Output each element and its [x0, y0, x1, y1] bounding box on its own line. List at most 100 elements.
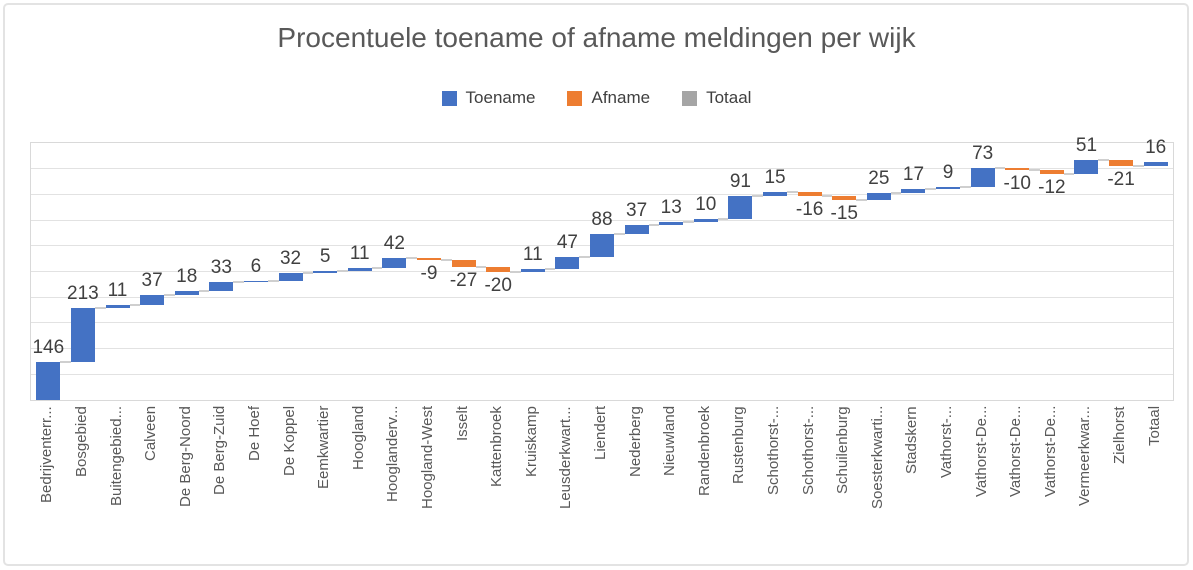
gridline [31, 322, 1173, 324]
connector-line [856, 198, 867, 201]
value-label: -12 [1038, 176, 1066, 198]
x-axis-label: Totaal [1145, 406, 1163, 447]
connector-line [475, 265, 487, 268]
x-axis-label: Schuilenburg [834, 406, 852, 494]
gridline [31, 219, 1173, 221]
connector-line [94, 306, 106, 309]
gridline [31, 348, 1173, 350]
gridline [31, 168, 1173, 170]
value-label: 18 [176, 265, 198, 287]
connector-line [960, 185, 971, 188]
connector-line [164, 294, 175, 297]
x-axis-label: Kattenbroek [488, 406, 506, 487]
bar-Hooglanderv... [382, 257, 407, 269]
value-label: 33 [210, 257, 232, 279]
value-label: 91 [729, 170, 751, 192]
bar-Bosgebied [70, 307, 95, 363]
gridline [31, 193, 1173, 195]
x-axis-label: De Berg-Zuid [211, 406, 229, 496]
value-label: 37 [141, 270, 163, 292]
connector-line [994, 166, 1006, 169]
x-axis-label: Calveen [142, 406, 160, 462]
connector-line [544, 268, 556, 271]
value-label: 11 [349, 243, 370, 265]
connector-line [510, 271, 521, 273]
connector-line [60, 361, 71, 364]
bar-Isselt [451, 259, 476, 267]
value-label: 11 [522, 244, 543, 266]
value-label: 9 [942, 161, 954, 183]
bar-De Berg-Noord [174, 290, 199, 296]
x-axis-label: Hoogland [349, 406, 367, 471]
bar-Stadskern [901, 189, 926, 194]
legend-swatch-icon [567, 90, 583, 106]
value-label: 146 [32, 337, 65, 359]
value-label: 37 [626, 199, 648, 221]
legend-label: Totaal [706, 88, 752, 107]
bar-Liendert [590, 234, 614, 258]
bar-Nieuwland [659, 221, 684, 225]
x-axis-label: Nieuwland [661, 406, 679, 477]
bar-Hoogland-West [416, 257, 441, 260]
x-axis-label: Hoogland-West [418, 406, 436, 510]
x-axis-label: Rustenburg [730, 406, 748, 484]
value-label: -27 [449, 269, 478, 291]
x-axis-label: Leusderkwart... [557, 406, 575, 509]
connector-line [648, 223, 660, 226]
x-axis-label: Eemkwartier [315, 406, 333, 490]
bar-Buitengebied... [105, 304, 130, 308]
x-axis-label: Vathorst-De... [1007, 406, 1025, 498]
value-label: -15 [830, 202, 858, 224]
x-axis-label: De Koppel [280, 406, 298, 477]
connector-line [1029, 169, 1040, 172]
connector-line [614, 233, 625, 236]
connector-line [925, 188, 937, 190]
gridline [31, 296, 1173, 298]
bar-Totaal [1143, 161, 1168, 166]
value-label: 51 [1075, 135, 1098, 157]
x-axis-label: Zielhorst [1111, 406, 1129, 464]
gridline [31, 271, 1173, 272]
bar-Zielhorst [1109, 160, 1134, 166]
bar-Leusderkwart... [555, 257, 580, 270]
value-label: 16 [1145, 136, 1167, 158]
x-axis-label: Vathorst-... [938, 406, 956, 479]
legend-label: Toename [465, 88, 536, 107]
value-label: 32 [279, 247, 302, 269]
legend-item-toename: Toename [441, 88, 536, 108]
value-label: -21 [1107, 168, 1135, 190]
connector-line [717, 218, 729, 221]
bar-Randenbroek [693, 219, 718, 222]
legend-item-totaal: Totaal [682, 88, 751, 108]
x-axis-label: Schothorst-... [799, 406, 817, 496]
plot-area: 146 213 11 37 18 33 6 32 5 11 42 -9 -27 -20 11 47 88 37 13… [30, 135, 1174, 401]
connector-line [267, 279, 279, 282]
bar-Vathorst-... [936, 186, 961, 189]
bar-Kruiskamp [520, 269, 545, 272]
bar-Vermeerkwar... [1074, 160, 1099, 174]
value-label: 88 [591, 209, 613, 231]
x-axis-label: Hooglanderv... [384, 406, 402, 503]
connector-line [371, 267, 383, 270]
value-label: 25 [868, 168, 890, 190]
connector-line [440, 258, 452, 261]
connector-line [1063, 172, 1075, 175]
value-label: -10 [1003, 173, 1031, 195]
connector-line [752, 194, 764, 197]
chart-title: Procentuele toename of afname meldingen … [277, 22, 916, 53]
bar-De Koppel [278, 272, 303, 281]
bar-Nederberg [624, 224, 649, 235]
bar-Schothorst-... [763, 191, 788, 196]
bar-Vathorst-De... [1005, 167, 1030, 171]
bar-Vathorst-De... [1039, 170, 1064, 174]
x-axis-label: Vermeerkwar... [1076, 406, 1094, 507]
legend-label: Afname [591, 88, 651, 107]
chart-legend: Toename Afname Totaal [0, 86, 1193, 110]
value-label: 10 [695, 194, 717, 216]
value-label: -9 [420, 262, 438, 284]
legend-item-afname: Afname [567, 88, 650, 108]
connector-line [1133, 164, 1144, 167]
bar-Kattenbroek [486, 266, 511, 272]
connector-line [406, 256, 417, 259]
